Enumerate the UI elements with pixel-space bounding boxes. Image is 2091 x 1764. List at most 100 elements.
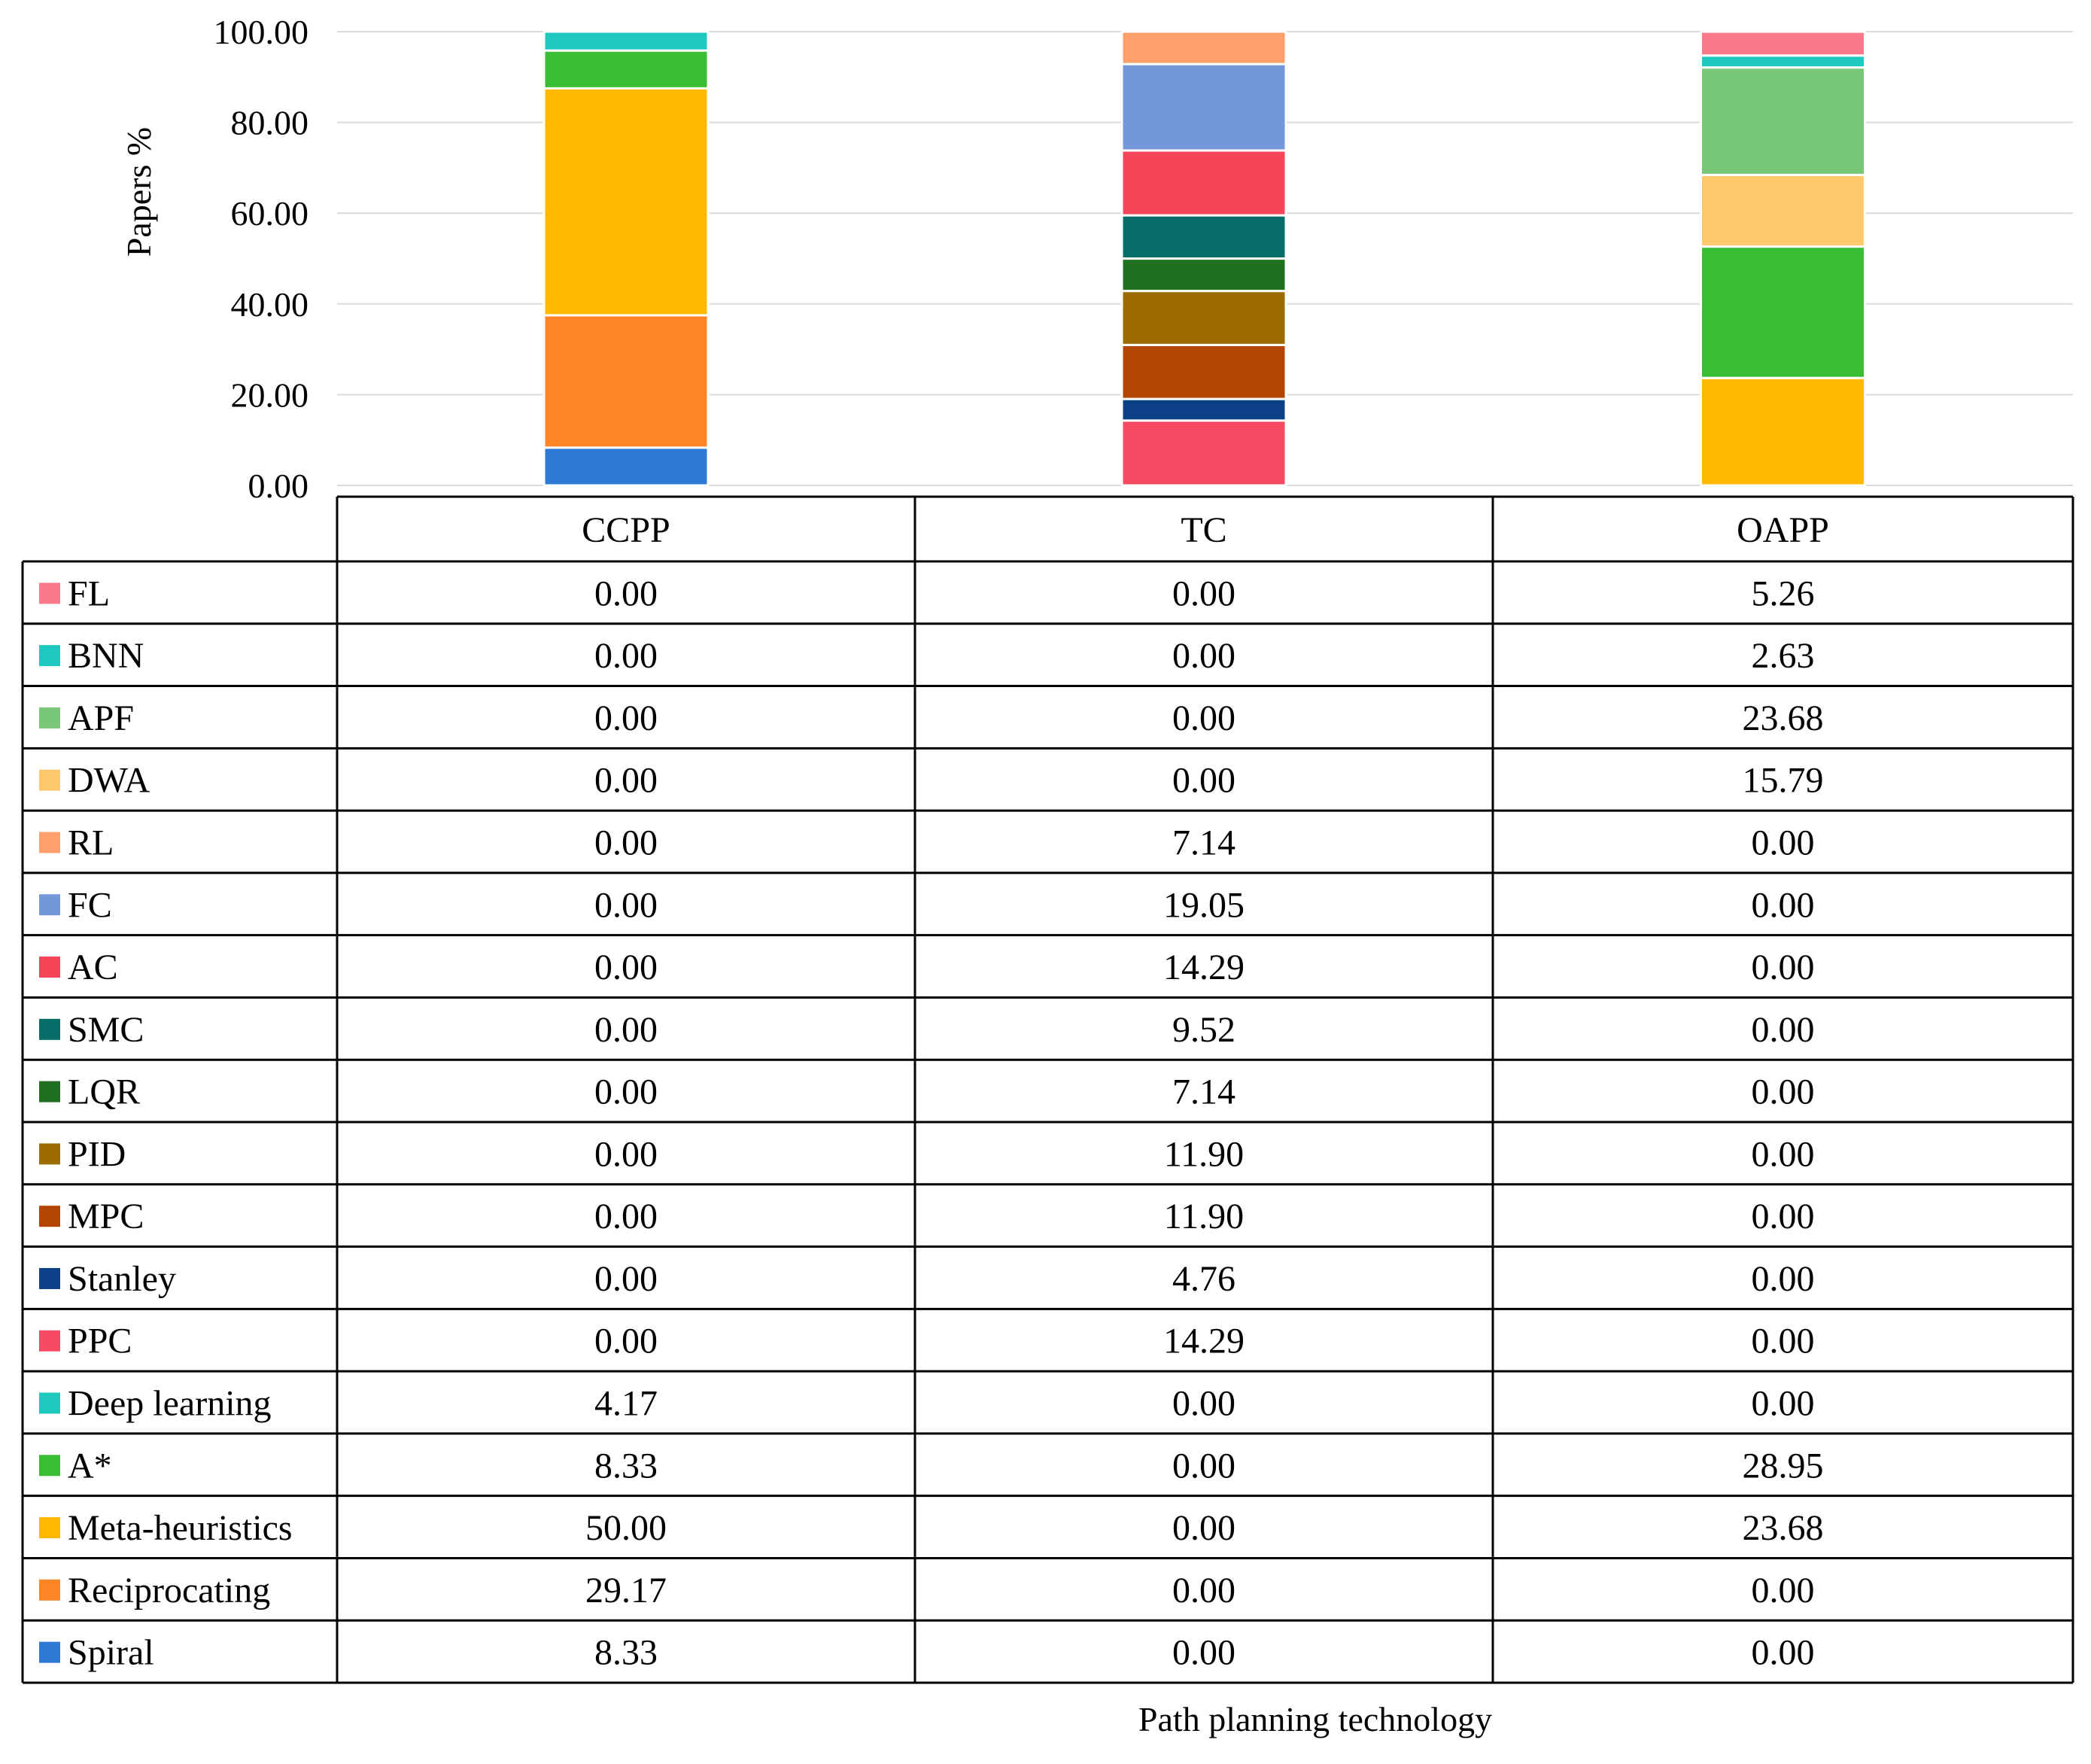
table-cell: 23.68 [1743,1508,1824,1548]
legend-swatch [39,582,60,604]
legend-swatch [39,957,60,978]
table-cell: 0.00 [1172,636,1235,676]
bar-segment [1700,376,1866,487]
legend-swatch [39,1143,60,1165]
legend-label: RL [68,823,114,863]
table-cell: 0.00 [594,761,658,801]
table-cell: 0.00 [1172,698,1235,738]
table-cell: 4.76 [1172,1259,1235,1299]
table-cell: 0.00 [1752,947,1815,987]
table-cell: 8.33 [594,1446,658,1486]
legend-swatch [39,707,60,728]
table-cell: 0.00 [594,885,658,925]
legend-swatch [39,645,60,667]
legend-swatch [39,1206,60,1227]
legend-label: PPC [68,1321,132,1361]
bar-segment [543,87,710,317]
legend-label: Deep learning [68,1384,272,1424]
legend-label: Reciprocating [68,1571,270,1610]
bar-segment [543,314,710,449]
table-cell: 0.00 [594,1321,658,1361]
legend-label: SMC [68,1010,144,1050]
bar-segment [1120,419,1287,487]
legend-label: FC [68,885,112,925]
y-axis-ticks: 0.00 20.00 40.00 60.00 80.00 100.00 [214,13,309,505]
legend-swatch [39,894,60,916]
table-cell: 0.00 [1172,1633,1235,1673]
legend-swatch [39,1267,60,1289]
table-cell: 5.26 [1752,573,1815,613]
table-cell: 0.00 [594,1259,658,1299]
table-cell: 0.00 [1752,1072,1815,1112]
table-cell: 14.29 [1163,1321,1245,1361]
table-cell: 0.00 [1752,1384,1815,1424]
table-cell: 0.00 [594,1197,658,1236]
table-cell: 0.00 [594,573,658,613]
bar-segment [1120,214,1287,260]
bar-segment [1700,30,1866,57]
y-tick-label: 100.00 [214,13,309,51]
legend-swatch [39,1081,60,1102]
table-cell: 0.00 [1172,1446,1235,1486]
legend-swatch [39,1330,60,1352]
table-cell: 23.68 [1743,698,1824,738]
bars [543,30,1866,487]
table-cell: 11.90 [1164,1134,1244,1174]
table-cell: 0.00 [1752,1010,1815,1050]
legend-label: LQR [68,1072,140,1112]
legend-label: MPC [68,1197,144,1236]
y-tick-label: 80.00 [231,104,309,142]
table-header-tc: TC [1181,510,1226,550]
table-cell: 0.00 [1752,1134,1815,1174]
bar-segment [1120,257,1287,293]
table-cell: 0.00 [1172,761,1235,801]
bar-segment [1700,54,1866,69]
table-cell: 11.90 [1164,1197,1244,1236]
table-cell: 0.00 [1752,1571,1815,1610]
bar-segment [1120,343,1287,400]
legend-swatch [39,1641,60,1663]
bar-segment [1120,62,1287,152]
bar-segment [543,446,710,487]
table-cell: 0.00 [1172,573,1235,613]
y-tick-label: 0.00 [248,467,309,505]
data-table: CCPP TC OAPP FL 0.00 0.00 5.26 BNN 0.00 0.00 2.63 A… [21,495,2074,1684]
table-cell: 0.00 [1172,1571,1235,1610]
legend-swatch [39,769,60,791]
bar-segment [1120,30,1287,65]
table-cell: 0.00 [1752,885,1815,925]
y-tick-label: 40.00 [231,285,309,324]
legend-swatch [39,832,60,853]
legend-label: Spiral [68,1633,154,1673]
legend-swatch [39,1517,60,1539]
legend-label: BNN [68,636,144,676]
table-cell: 0.00 [594,636,658,676]
legend-swatch [39,1579,60,1601]
table-cell: 0.00 [1752,823,1815,863]
table-cell: 0.00 [1172,1384,1235,1424]
legend-label: DWA [68,761,150,801]
legend-label: AC [68,947,118,987]
table-cell: 7.14 [1172,1072,1235,1112]
table-cell: 0.00 [594,947,658,987]
table-cell: 0.00 [594,1072,658,1112]
table-cell: 0.00 [1752,1259,1815,1299]
bar-segment [1120,290,1287,346]
table-cell: 50.00 [585,1508,667,1548]
table-cell: 0.00 [1752,1321,1815,1361]
legend-label: A* [68,1446,112,1486]
table-cell: 0.00 [594,698,658,738]
legend-label: APF [68,698,134,738]
legend-swatch [39,1455,60,1477]
table-cell: 29.17 [585,1571,667,1610]
table-cell: 0.00 [594,1134,658,1174]
table-cell: 0.00 [1752,1633,1815,1673]
table-cell: 0.00 [1172,1508,1235,1548]
bar-segment [1700,245,1866,379]
table-cell: 0.00 [1752,1197,1815,1236]
bar-segment [1700,66,1866,176]
legend-label: PID [68,1134,126,1174]
table-cell: 0.00 [594,823,658,863]
table-header-oapp: OAPP [1737,510,1829,550]
